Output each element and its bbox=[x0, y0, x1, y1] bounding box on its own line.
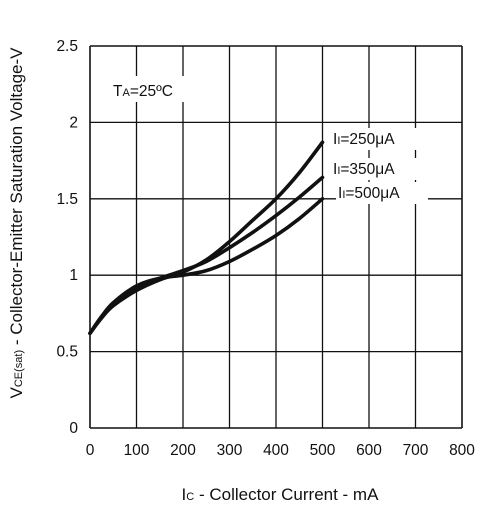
x-tick-label: 200 bbox=[170, 442, 196, 459]
y-tick-label: 0.5 bbox=[56, 344, 78, 361]
label-mask-500 bbox=[336, 182, 428, 204]
tick-labels: 0 100 200 300 400 500 600 700 800 0 0.5 1 1.5 2 2.5 bbox=[56, 38, 475, 459]
y-tick-label: 0 bbox=[69, 420, 78, 437]
x-tick-label: 800 bbox=[449, 442, 475, 459]
x-axis-label: IC - Collector Current - mA bbox=[182, 485, 380, 504]
series-line-2 bbox=[88, 197, 325, 336]
y-tick-label: 2 bbox=[69, 114, 78, 131]
series-label-250ua: II=250μA bbox=[333, 131, 395, 148]
y-tick-label: 1 bbox=[69, 267, 78, 284]
series-label-500ua: II=500μA bbox=[338, 185, 400, 202]
x-tick-label: 0 bbox=[86, 442, 95, 459]
series-line-1 bbox=[88, 175, 325, 336]
x-tick-label: 500 bbox=[310, 442, 336, 459]
y-axis-label: VCE(sat) - Collector-Emitter Saturation … bbox=[7, 47, 26, 399]
x-tick-label: 300 bbox=[217, 442, 243, 459]
x-tick-label: 700 bbox=[403, 442, 429, 459]
label-mask-250 bbox=[330, 128, 426, 150]
annotation-mask bbox=[107, 76, 199, 102]
x-tick-label: 600 bbox=[356, 442, 382, 459]
series-label-350ua: II=350μA bbox=[333, 161, 395, 178]
y-tick-label: 1.5 bbox=[56, 191, 78, 208]
series-line-0 bbox=[88, 140, 325, 336]
temperature-annotation: TA=25ºC bbox=[113, 83, 173, 100]
label-mask-350 bbox=[330, 158, 426, 180]
series-layer bbox=[88, 140, 325, 336]
y-tick-label: 2.5 bbox=[56, 38, 78, 55]
x-tick-label: 100 bbox=[124, 442, 150, 459]
x-tick-label: 400 bbox=[263, 442, 289, 459]
